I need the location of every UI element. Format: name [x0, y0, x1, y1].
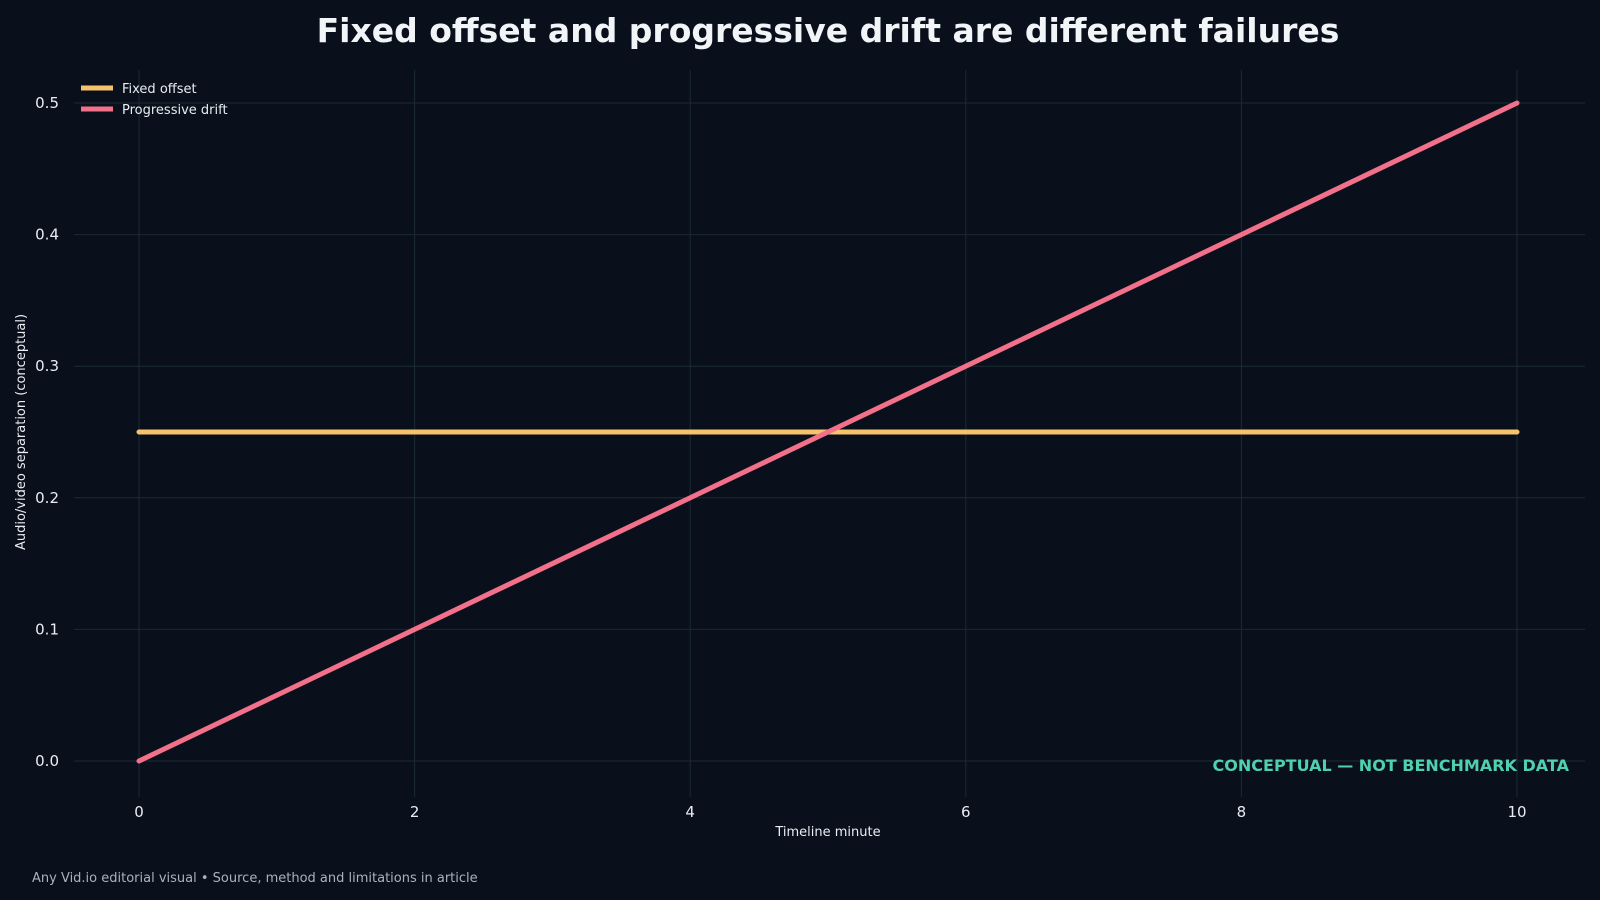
x-axis-label: Timeline minute: [774, 825, 880, 840]
x-tick-label-4: 8: [1237, 803, 1247, 821]
y-tick-label-3: 0.3: [35, 357, 59, 375]
y-axis-ticks: 0.0 0.1 0.2 0.3 0.4 0.5: [35, 94, 59, 770]
x-tick-label-0: 0: [134, 803, 144, 821]
conceptual-annotation: CONCEPTUAL — NOT BENCHMARK DATA: [1213, 756, 1570, 775]
series-lines: [136, 100, 1520, 764]
legend-label-0: Fixed offset: [122, 82, 197, 97]
x-tick-label-1: 2: [410, 803, 420, 821]
y-tick-label-2: 0.2: [35, 489, 59, 507]
y-axis-label: Audio/video separation (conceptual): [14, 314, 29, 550]
y-tick-label-1: 0.1: [35, 620, 59, 638]
y-tick-label-0: 0.0: [35, 752, 59, 770]
series-line-progressive-drift: [136, 100, 1520, 764]
chart-title: Fixed offset and progressive drift are d…: [317, 11, 1340, 50]
y-tick-label-4: 0.4: [35, 226, 59, 244]
legend: Fixed offset Progressive drift: [81, 82, 228, 118]
legend-label-1: Progressive drift: [122, 103, 228, 118]
x-axis-ticks: 0 2 4 6 8 10: [134, 803, 1526, 821]
x-tick-label-3: 6: [961, 803, 971, 821]
x-tick-label-2: 4: [685, 803, 695, 821]
footer-note: Any Vid.io editorial visual • Source, me…: [32, 871, 478, 886]
y-tick-label-5: 0.5: [35, 94, 59, 112]
x-tick-label-5: 10: [1507, 803, 1526, 821]
